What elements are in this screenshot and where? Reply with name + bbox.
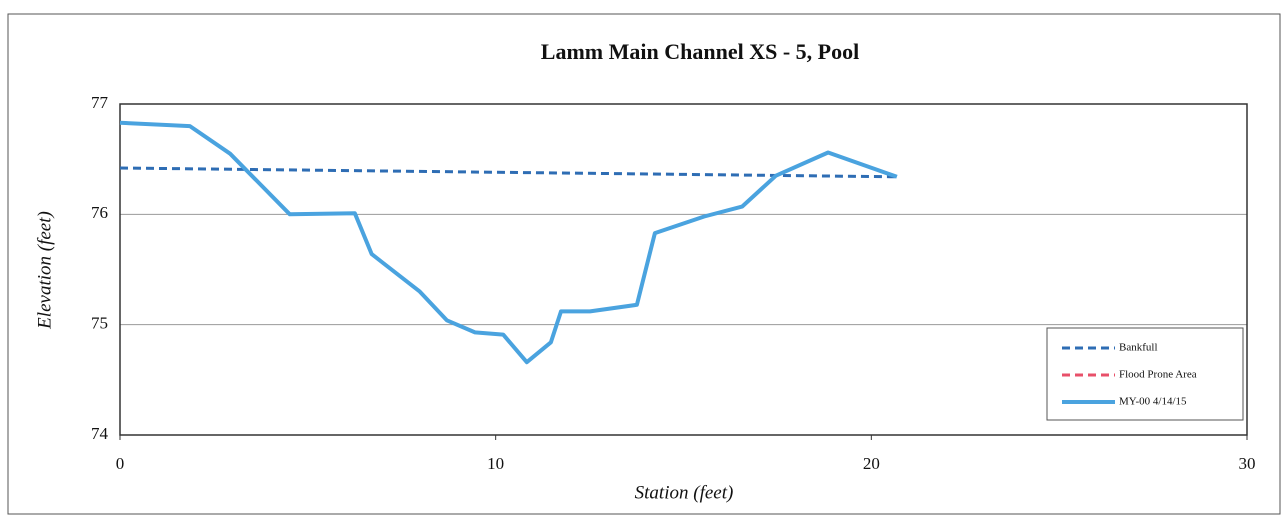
frame xyxy=(7,13,1281,515)
legend-label: Bankfull xyxy=(1119,342,1158,354)
legend-label: MY-00 4/14/15 xyxy=(1119,396,1187,408)
y-tick-label: 75 xyxy=(91,314,108,333)
series-line xyxy=(119,120,898,365)
y-tick-label: 77 xyxy=(91,93,109,112)
legend-label: Flood Prone Area xyxy=(1119,369,1197,381)
x-tick-label: 0 xyxy=(116,454,125,473)
x-tick-label: 30 xyxy=(1239,454,1256,473)
x-tick-label: 20 xyxy=(863,454,880,473)
y-tick-label: 76 xyxy=(91,203,108,222)
y-tick-label: 74 xyxy=(91,424,109,443)
plot-area xyxy=(119,103,1248,436)
x-axis-label: Station (feet) xyxy=(635,482,734,503)
y-axis-label: Elevation (feet) xyxy=(34,211,55,330)
chart-title: Lamm Main Channel XS - 5, Pool xyxy=(541,39,859,64)
x-tick-label: 10 xyxy=(487,454,504,473)
